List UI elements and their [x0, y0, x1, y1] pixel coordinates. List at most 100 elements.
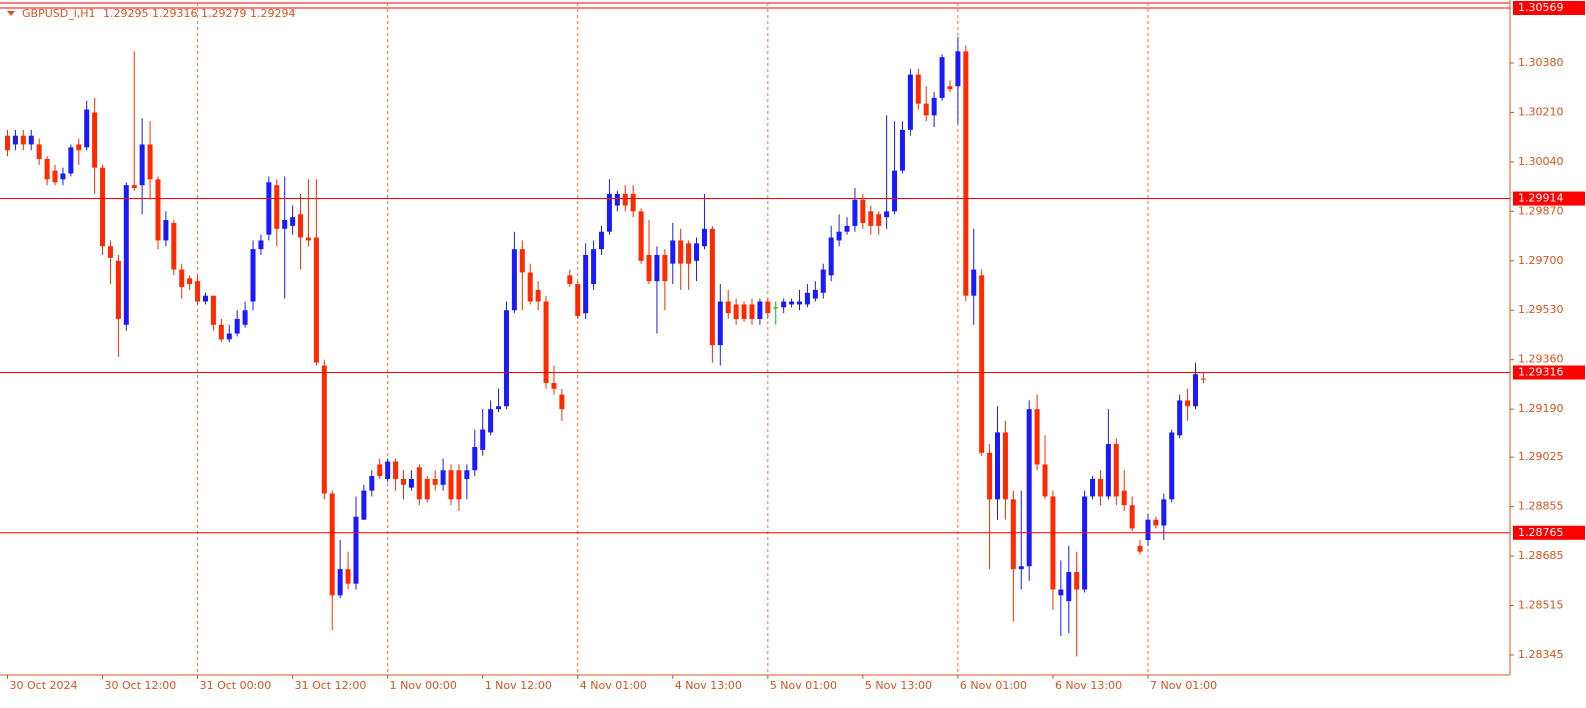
x-tick-label: 30 Oct 2024: [10, 679, 78, 692]
candle-body: [741, 304, 747, 319]
candle-body: [1129, 505, 1135, 529]
x-tick-label: 1 Nov 00:00: [390, 679, 457, 692]
candle-body: [828, 237, 834, 276]
candle-body: [630, 193, 636, 212]
x-tick-label: 6 Nov 01:00: [960, 679, 1027, 692]
y-tick-label: 1.30040: [1518, 155, 1564, 168]
candle-body: [1105, 444, 1111, 497]
candle-body: [1137, 545, 1143, 552]
candle-body: [678, 240, 684, 264]
y-tick-label: 1.28515: [1518, 599, 1564, 612]
candle-body: [567, 275, 573, 285]
price-label-box: [1513, 1, 1585, 15]
candle-body: [559, 394, 565, 410]
candle-body: [511, 249, 517, 311]
candle-body: [686, 243, 692, 264]
candle-body: [305, 237, 311, 241]
y-tick-label: 1.29700: [1518, 254, 1564, 267]
candle-body: [971, 269, 977, 296]
candle-body: [638, 211, 644, 261]
candle-body: [535, 289, 541, 302]
candle-body: [789, 301, 795, 305]
x-tick-label: 1 Nov 12:00: [485, 679, 552, 692]
header-low: 1.29279: [201, 7, 247, 20]
candle-body: [28, 135, 34, 145]
candle-body: [884, 211, 890, 218]
candle-body: [907, 74, 913, 130]
y-tick-label: 1.29870: [1518, 204, 1564, 217]
header-close: 1.29294: [250, 7, 296, 20]
candle-body: [1145, 519, 1151, 541]
candle-body: [92, 112, 98, 168]
header: GBPUSD_i,H1 1.29295 1.29316 1.29279 1.29…: [22, 7, 296, 20]
candle-body: [1058, 589, 1064, 596]
candle-body: [987, 452, 993, 500]
candle-body: [416, 467, 422, 500]
candle-body: [654, 254, 660, 282]
candle-body: [20, 135, 26, 145]
candle-body: [84, 109, 90, 148]
collapse-icon: [7, 11, 15, 16]
candle-body: [131, 185, 137, 189]
price-label-box: [1513, 525, 1585, 540]
candle-body: [852, 199, 858, 226]
candle-body: [456, 470, 462, 500]
candle-body: [321, 365, 327, 494]
candle-body: [606, 193, 612, 232]
candle-body: [1169, 432, 1175, 500]
candle-body: [440, 470, 446, 485]
candle-body: [210, 295, 216, 325]
x-tick-label: 5 Nov 13:00: [865, 679, 932, 692]
candle-body: [701, 228, 707, 247]
candle-body: [480, 429, 486, 450]
candle-body: [1097, 478, 1103, 497]
candle-body: [709, 228, 715, 346]
candle-body: [733, 304, 739, 319]
x-tick-label: 4 Nov 01:00: [580, 679, 647, 692]
candle-body: [939, 57, 945, 98]
candle-body: [496, 406, 502, 410]
candle-body: [155, 179, 161, 241]
y-tick-label: 1.30210: [1518, 105, 1564, 118]
candle-body: [860, 199, 866, 223]
candle-body: [361, 490, 367, 520]
candle-body: [76, 144, 82, 151]
candle-body: [963, 51, 969, 296]
candle-body: [282, 220, 288, 229]
y-tick-label: 1.28855: [1518, 500, 1564, 513]
candle-body: [203, 295, 208, 302]
candle-body: [868, 211, 874, 226]
candle-body: [353, 516, 359, 584]
x-tick-label: 6 Nov 13:00: [1055, 679, 1122, 692]
candle-body: [218, 324, 224, 340]
candle-body: [670, 240, 676, 264]
candle-body: [591, 249, 597, 285]
candle-body: [583, 254, 589, 314]
candle-body: [274, 185, 280, 229]
x-tick-label: 7 Nov 01:00: [1150, 679, 1217, 692]
candle-body: [163, 220, 169, 241]
candle-body: [329, 493, 335, 596]
candle-body: [187, 278, 193, 285]
candle-body: [1042, 464, 1048, 497]
candle-body: [234, 318, 240, 334]
candle-body: [1153, 519, 1159, 526]
candle-body: [377, 464, 383, 477]
y-tick-label: 1.29190: [1518, 402, 1564, 415]
x-tick-label: 31 Oct 00:00: [200, 679, 272, 692]
candle-body: [1026, 409, 1032, 567]
y-tick-label: 1.30380: [1518, 56, 1564, 69]
candle-body: [5, 135, 10, 151]
candle-body: [12, 135, 18, 145]
symbol: GBPUSD_i,H1: [22, 7, 96, 20]
candle-body: [955, 51, 961, 87]
candle-body: [892, 170, 898, 212]
candle-body: [1193, 374, 1198, 407]
candle-body: [60, 173, 66, 180]
candle-body: [543, 301, 549, 383]
candle-body: [899, 129, 905, 171]
candle-body: [337, 569, 343, 596]
candle-body: [1066, 572, 1072, 602]
x-tick-label: 5 Nov 01:00: [770, 679, 837, 692]
